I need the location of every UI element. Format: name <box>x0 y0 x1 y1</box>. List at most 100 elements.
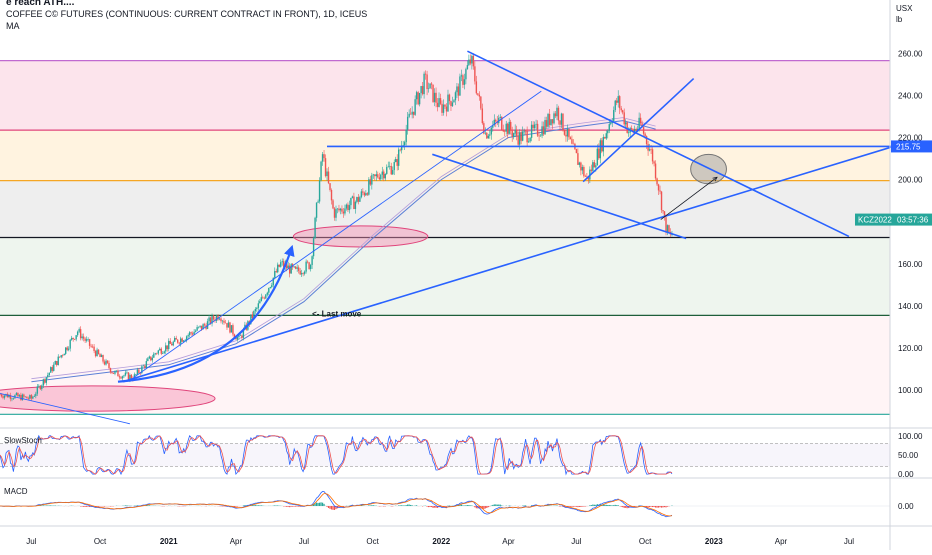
candle-body <box>367 193 368 195</box>
zone-band-3 <box>0 237 890 315</box>
candle-body <box>156 353 157 354</box>
macd-hist-bar <box>661 506 662 508</box>
candle-body <box>83 336 84 338</box>
candle-body <box>392 170 393 174</box>
candle-body <box>503 130 504 132</box>
candle-body <box>462 75 463 85</box>
candle-body <box>567 129 568 137</box>
candle-body <box>441 104 442 113</box>
candle-body <box>488 136 489 139</box>
candle-body <box>101 355 102 357</box>
macd-hist-bar <box>235 506 236 507</box>
candle-body <box>95 351 96 356</box>
macd-hist-bar <box>474 506 475 507</box>
candle-body <box>44 379 45 382</box>
candle-body <box>361 191 362 197</box>
time-tick-label: Jul <box>299 537 309 546</box>
candle-body <box>458 86 459 95</box>
candle-body <box>16 393 17 395</box>
time-tick-label: Apr <box>775 537 788 546</box>
macd-hist-bar <box>328 506 329 508</box>
candle-body <box>34 396 35 397</box>
candle-body <box>102 355 103 362</box>
macd-hist-bar <box>147 505 148 506</box>
candle-body <box>635 129 636 130</box>
candle-body <box>164 351 165 353</box>
macd-hist-bar <box>434 506 435 508</box>
candle-body <box>322 154 323 161</box>
candle-body <box>395 159 396 162</box>
candle-body <box>96 350 97 356</box>
candle-body <box>335 209 336 218</box>
candle-body <box>213 316 214 320</box>
candle-body <box>514 130 515 133</box>
macd-hist-bar <box>647 506 648 507</box>
candle-body <box>623 112 624 124</box>
macd-hist-bar <box>486 506 487 508</box>
macd-hist-bar <box>594 505 595 506</box>
macd-hist-bar <box>488 506 489 507</box>
candle-body <box>591 170 592 171</box>
candle-body <box>473 56 474 67</box>
macd-hist-bar <box>373 505 374 506</box>
candle-body <box>13 398 14 399</box>
candle-body <box>647 144 648 151</box>
macd-hist-bar <box>498 505 499 506</box>
macd-hist-bar <box>483 506 484 509</box>
candle-body <box>506 124 507 132</box>
macd-hist-bar <box>295 506 296 507</box>
macd-hist-bar <box>573 506 574 507</box>
candle-body <box>296 267 297 268</box>
candle-body <box>177 340 178 343</box>
macd-hist-bar <box>253 505 254 506</box>
candle-body <box>125 373 126 376</box>
time-tick-label: Jul <box>571 537 581 546</box>
macd-hist-bar <box>104 506 105 507</box>
candle-body <box>277 265 278 273</box>
candle-body <box>131 375 132 379</box>
candle-body <box>258 303 259 308</box>
macd-hist-bar <box>462 505 463 506</box>
macd-hist-bar <box>291 506 292 507</box>
candle-body <box>282 261 283 262</box>
candle-body <box>262 297 263 298</box>
candle-body <box>405 130 406 143</box>
candle-body <box>138 370 139 373</box>
macd-hist-bar <box>624 506 625 508</box>
macd-hist-bar <box>286 506 287 507</box>
candle-body <box>534 125 535 128</box>
candle-body <box>331 190 332 200</box>
macd-hist-bar <box>50 505 51 506</box>
candle-body <box>29 395 30 399</box>
candle-body <box>546 120 547 127</box>
candle-body <box>359 197 360 202</box>
candle-body <box>173 342 174 346</box>
candle-body <box>649 149 650 150</box>
candle-body <box>50 367 51 373</box>
candle-body <box>110 368 111 372</box>
price-tick-label: 200.00 <box>898 176 923 185</box>
candle-body <box>440 98 441 104</box>
candle-body <box>613 110 614 121</box>
candle-body <box>609 124 610 131</box>
macd-hist-bar <box>294 506 295 507</box>
candle-body <box>144 366 145 368</box>
candle-body <box>46 377 47 383</box>
candle-body <box>459 76 460 95</box>
candle-body <box>143 366 144 367</box>
macd-hist-bar <box>331 506 332 509</box>
zone-band-2 <box>0 181 890 238</box>
candle-body <box>398 150 399 166</box>
candle-body <box>652 149 653 161</box>
candle-body <box>555 113 556 116</box>
candle-body <box>341 209 342 212</box>
candle-body <box>168 341 169 349</box>
macd-hist-bar <box>317 503 318 506</box>
candle-body <box>267 293 268 295</box>
macd-hist-bar <box>467 505 468 506</box>
macd-hist-bar <box>409 505 410 506</box>
macd-hist-bar <box>579 506 580 507</box>
macd-hist-bar <box>612 505 613 506</box>
